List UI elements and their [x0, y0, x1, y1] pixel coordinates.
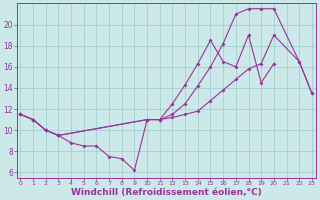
- X-axis label: Windchill (Refroidissement éolien,°C): Windchill (Refroidissement éolien,°C): [71, 188, 261, 197]
